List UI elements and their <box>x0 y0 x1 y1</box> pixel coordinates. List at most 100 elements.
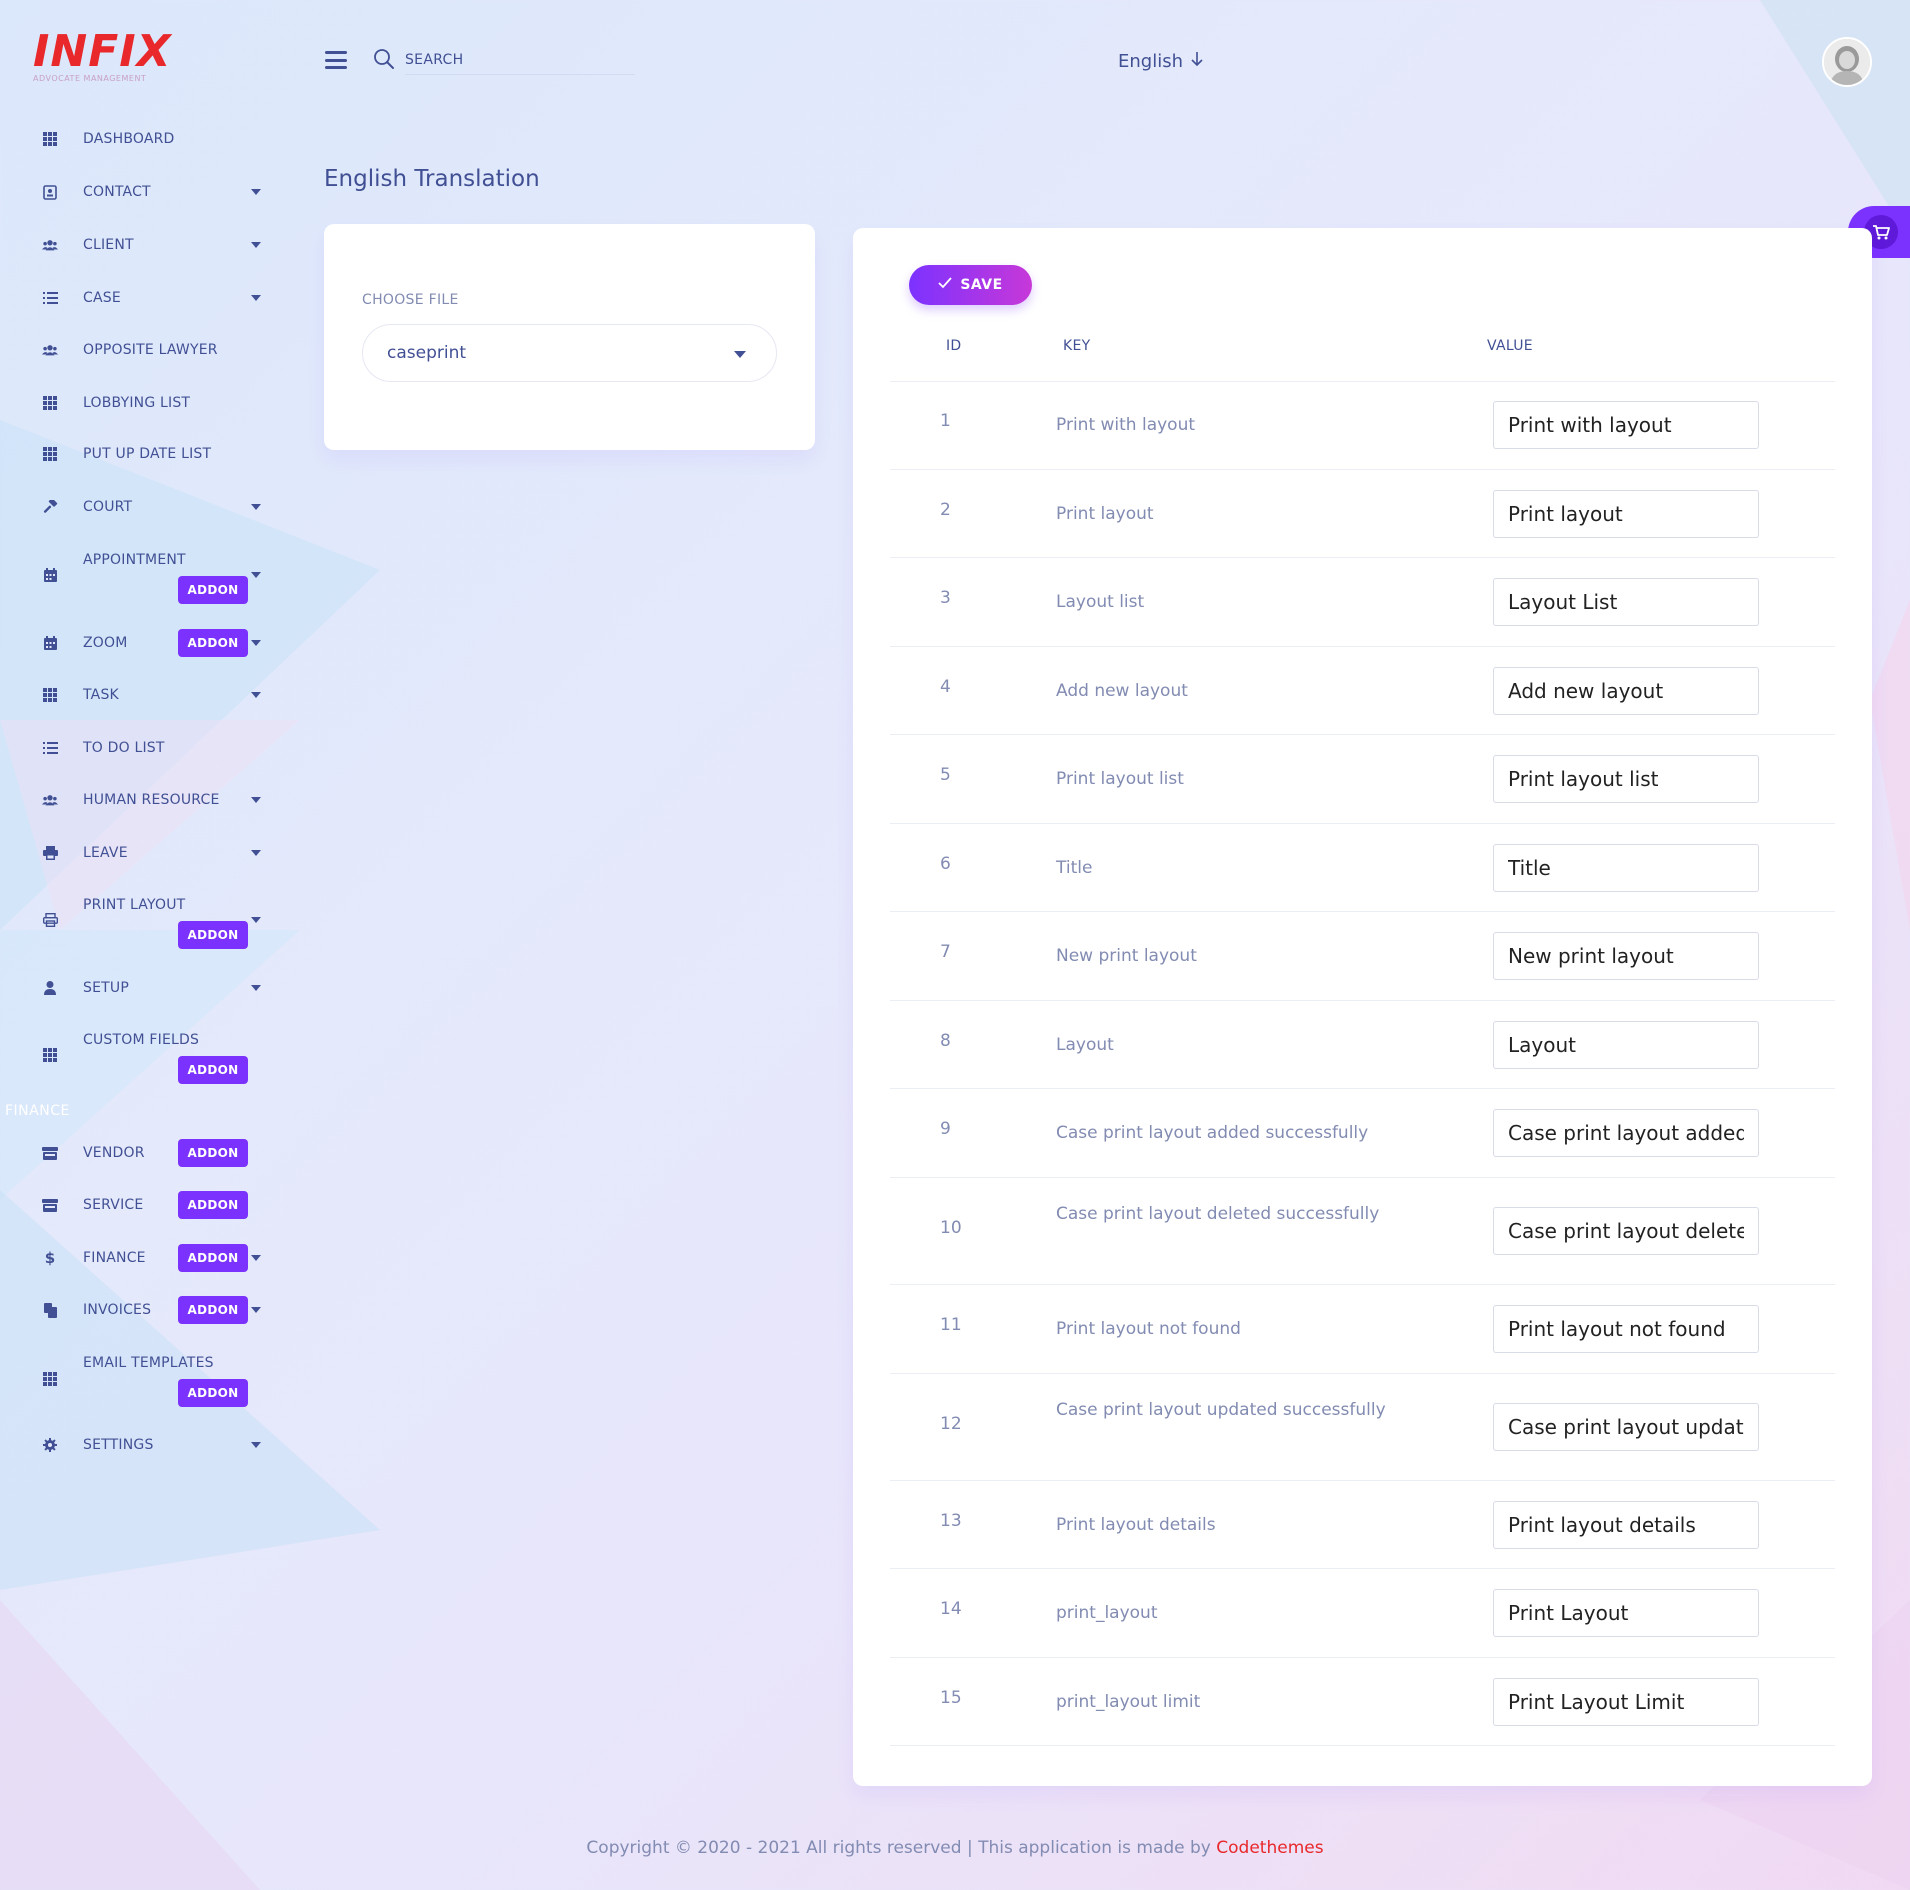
row-id: 13 <box>940 1511 962 1531</box>
sidebar-item-leave[interactable]: LEAVE <box>0 833 270 873</box>
footer-brand-link[interactable]: Codethemes <box>1216 1838 1324 1858</box>
sidebar-item-dashboard[interactable]: DASHBOARD <box>0 119 270 159</box>
addon-badge: ADDON <box>178 1191 248 1219</box>
value-input[interactable] <box>1493 1678 1759 1726</box>
search-icon[interactable] <box>373 48 395 70</box>
value-input[interactable] <box>1493 1501 1759 1549</box>
chevron-down-icon <box>251 692 261 698</box>
save-button[interactable]: SAVE <box>909 265 1032 305</box>
menu-toggle-button[interactable] <box>325 51 347 69</box>
chevron-down-icon <box>251 572 261 578</box>
sidebar-item-invoices[interactable]: INVOICES ADDON <box>0 1290 270 1330</box>
users-icon <box>42 342 58 358</box>
value-input[interactable] <box>1493 844 1759 892</box>
row-id: 12 <box>940 1414 962 1434</box>
sidebar-item-finance[interactable]: $ FINANCE ADDON <box>0 1238 270 1278</box>
row-id: 14 <box>940 1599 962 1619</box>
table-row: 7 New print layout <box>890 912 1835 1001</box>
table-row: 2 Print layout <box>890 470 1835 558</box>
logo-subtitle: ADVOCATE MANAGEMENT <box>33 74 147 83</box>
value-input[interactable] <box>1493 578 1759 626</box>
table-row: 8 Layout <box>890 1001 1835 1089</box>
column-header-id: ID <box>946 338 962 354</box>
sidebar-item-client[interactable]: CLIENT <box>0 225 270 265</box>
arrow-down-icon <box>1191 51 1203 72</box>
value-input[interactable] <box>1493 1109 1759 1157</box>
hamburger-line <box>325 66 347 69</box>
finance-section-label: FINANCE <box>5 1103 70 1119</box>
sidebar-item-vendor[interactable]: VENDOR ADDON <box>0 1133 270 1173</box>
list-icon <box>42 740 58 756</box>
sidebar-item-to-do-list[interactable]: TO DO LIST <box>0 728 270 768</box>
avatar[interactable] <box>1822 37 1872 87</box>
calendar-icon <box>42 567 58 583</box>
value-input[interactable] <box>1493 1305 1759 1353</box>
sidebar-item-appointment[interactable]: APPOINTMENT ADDON <box>0 540 270 610</box>
sidebar-item-label: FINANCE <box>83 1250 146 1266</box>
sidebar-item-setup[interactable]: SETUP <box>0 968 270 1008</box>
value-input[interactable] <box>1493 1589 1759 1637</box>
row-id: 2 <box>940 500 951 520</box>
sidebar-item-task[interactable]: TASK <box>0 675 270 715</box>
row-key: Print layout details <box>1056 1515 1216 1535</box>
table-row: 4 Add new layout <box>890 647 1835 735</box>
chevron-down-icon <box>251 1255 261 1261</box>
store-icon <box>42 1145 58 1161</box>
sidebar-item-label: ZOOM <box>83 635 128 651</box>
sidebar-item-put-up-date-list[interactable]: PUT UP DATE LIST <box>0 434 270 474</box>
sidebar-item-label: SERVICE <box>83 1197 144 1213</box>
row-key: Title <box>1056 858 1093 878</box>
value-input[interactable] <box>1493 490 1759 538</box>
row-id: 1 <box>940 411 951 431</box>
row-key: Add new layout <box>1056 681 1188 701</box>
store-icon <box>42 1197 58 1213</box>
sidebar-item-zoom[interactable]: ZOOM ADDON <box>0 623 270 663</box>
value-input[interactable] <box>1493 1403 1759 1451</box>
addon-badge: ADDON <box>178 1139 248 1167</box>
sidebar-item-lobbying-list[interactable]: LOBBYING LIST <box>0 383 270 423</box>
sidebar-item-opposite-lawyer[interactable]: OPPOSITE LAWYER <box>0 330 270 370</box>
value-input[interactable] <box>1493 1021 1759 1069</box>
addon-badge: ADDON <box>178 1379 248 1407</box>
sidebar-item-custom-fields[interactable]: CUSTOM FIELDS ADDON <box>0 1020 270 1090</box>
sidebar-item-label: VENDOR <box>83 1145 145 1161</box>
column-header-key: KEY <box>1063 338 1091 354</box>
printer-icon <box>42 912 58 928</box>
user-icon <box>42 980 58 996</box>
gavel-icon <box>42 499 58 515</box>
sidebar-item-label: LOBBYING LIST <box>83 395 191 411</box>
language-selector[interactable]: English <box>1118 51 1203 72</box>
sidebar-item-contact[interactable]: CONTACT <box>0 172 270 212</box>
value-input[interactable] <box>1493 1207 1759 1255</box>
row-key: Layout list <box>1056 592 1145 612</box>
row-key: print_layout <box>1056 1603 1158 1623</box>
users-icon <box>42 237 58 253</box>
sidebar-item-case[interactable]: CASE <box>0 278 270 318</box>
sidebar-item-label: CONTACT <box>83 184 151 200</box>
table-row: 1 Print with layout <box>890 381 1835 470</box>
search-input[interactable] <box>405 45 635 75</box>
value-input[interactable] <box>1493 667 1759 715</box>
chevron-down-icon <box>251 295 261 301</box>
file-select[interactable]: caseprint <box>362 324 777 382</box>
row-key: New print layout <box>1056 946 1197 966</box>
row-id: 10 <box>940 1218 962 1238</box>
sidebar-item-settings[interactable]: SETTINGS <box>0 1425 270 1465</box>
translation-table-card: SAVE ID KEY VALUE 1 Print with layout 2 … <box>853 228 1872 1786</box>
value-input[interactable] <box>1493 932 1759 980</box>
row-id: 8 <box>940 1031 951 1051</box>
sidebar-item-human-resource[interactable]: HUMAN RESOURCE <box>0 780 270 820</box>
value-input[interactable] <box>1493 401 1759 449</box>
value-input[interactable] <box>1493 755 1759 803</box>
row-key: Case print layout updated successfully <box>1056 1400 1386 1420</box>
sidebar-item-court[interactable]: COURT <box>0 487 270 527</box>
table-row: 9 Case print layout added successfully <box>890 1089 1835 1178</box>
logo[interactable]: INFIX ADVOCATE MANAGEMENT <box>33 30 172 84</box>
sidebar-item-email-templates[interactable]: EMAIL TEMPLATES ADDON <box>0 1343 270 1413</box>
sidebar-item-service[interactable]: SERVICE ADDON <box>0 1185 270 1225</box>
sidebar-item-print-layout[interactable]: PRINT LAYOUT ADDON <box>0 885 270 955</box>
sidebar-item-label: HUMAN RESOURCE <box>83 792 220 808</box>
contact-icon <box>42 184 58 200</box>
selected-file: caseprint <box>387 343 467 363</box>
table-row: 12 Case print layout updated successfull… <box>890 1374 1835 1481</box>
